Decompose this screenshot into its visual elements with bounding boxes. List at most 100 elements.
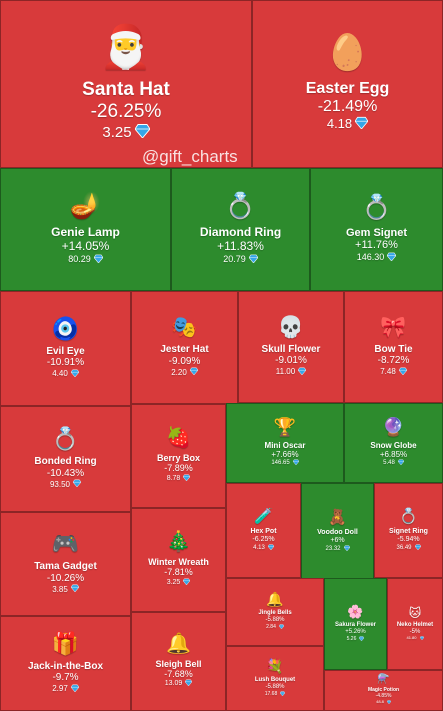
item-name: Mini Oscar <box>264 440 306 450</box>
item-name: Genie Lamp <box>51 225 120 240</box>
diamond-icon <box>134 123 151 142</box>
treemap-cell-berry-box[interactable]: 🍓 Berry Box -7.89% 8.78 <box>131 404 226 508</box>
item-change: -9.09% <box>168 355 201 367</box>
diamond-icon <box>70 584 80 594</box>
price-value: 17.68 <box>264 690 278 697</box>
treemap-cell-genie-lamp[interactable]: 🪔 Genie Lamp +14.05% 80.29 <box>0 168 171 291</box>
diamond-icon <box>72 479 82 489</box>
jingle-bells-icon: 🔔 <box>266 591 284 608</box>
diamond-icon <box>70 369 80 379</box>
item-price: 17.68 <box>265 691 286 699</box>
item-name: Diamond Ring <box>199 225 282 240</box>
treemap-cell-bonded-ring[interactable]: 💍 Bonded Ring -10.43% 93.50 <box>0 406 131 512</box>
item-change: -10.91% <box>46 357 85 369</box>
price-value: 13.09 <box>164 680 183 688</box>
treemap-cell-easter-egg[interactable]: 🥚 Easter Egg -21.49% 4.18 <box>252 0 443 168</box>
voodoo-doll-icon: 🧸 <box>328 509 347 526</box>
diamond-icon <box>359 635 365 644</box>
treemap-cell-sakura-flower[interactable]: 🌸 Sakura Flower +5.26% 5.26 <box>324 578 387 670</box>
item-price: 3.25 <box>167 578 191 588</box>
item-price: 93.50 <box>50 479 82 489</box>
treemap-cell-mini-oscar[interactable]: 🏆 Mini Oscar +7.66% 146.65 <box>226 403 344 483</box>
item-price: 2.97 <box>52 684 80 694</box>
item-name: Neko Helmet <box>396 621 434 628</box>
item-price: 5.48 <box>383 459 405 468</box>
treemap-cell-hex-pot[interactable]: 🧪 Hex Pot -6.25% 4.13 <box>226 483 301 578</box>
bow-tie-icon: 🎀 <box>380 315 407 339</box>
item-price: 4.40 <box>52 369 80 379</box>
price-value: 11.00 <box>275 367 296 377</box>
diamond-icon <box>278 624 285 632</box>
tama-gadget-icon: 🎮 <box>51 531 80 557</box>
item-name: Berry Box <box>156 453 201 464</box>
item-price: 20.79 <box>223 254 259 265</box>
gem-signet-icon: 💍 <box>361 193 392 221</box>
item-name: Jester Hat <box>160 344 209 356</box>
item-change: -7.89% <box>164 463 193 474</box>
diamond-icon <box>414 544 421 553</box>
price-value: 20.79 <box>223 254 246 265</box>
treemap-cell-tama-gadget[interactable]: 🎮 Tama Gadget -10.26% 3.85 <box>0 512 131 616</box>
item-change: -5.88% <box>265 617 285 624</box>
price-value: 4.13 <box>253 544 265 551</box>
item-price: 8.78 <box>167 474 191 484</box>
item-name: Snow Globe <box>370 440 417 450</box>
item-change: -7.68% <box>164 668 193 679</box>
item-change: +11.76% <box>355 239 398 252</box>
item-price: 4.13 <box>253 544 275 553</box>
santa-hat-icon: 🎅 <box>99 23 153 71</box>
neko-helmet-icon: 🐱 <box>408 605 422 620</box>
item-change: +5.26% <box>345 628 366 635</box>
item-change: +6% <box>330 537 345 545</box>
item-change: -5.88% <box>265 683 285 690</box>
winter-wreath-icon: 🎄 <box>166 531 191 554</box>
price-value: 146.65 <box>271 460 290 467</box>
diamond-icon <box>183 578 191 588</box>
item-name: Bow Tie <box>374 343 413 355</box>
item-name: Easter Egg <box>305 79 390 97</box>
item-price: 23.32 <box>325 545 350 554</box>
sakura-flower-icon: 🌸 <box>347 603 364 619</box>
treemap-cell-sleigh-bell[interactable]: 🔔 Sleigh Bell -7.68% 13.09 <box>131 612 226 711</box>
item-change: -10.43% <box>46 467 85 479</box>
treemap-cell-santa-hat[interactable]: 🎅 Santa Hat -26.25% 3.25 <box>0 0 252 168</box>
treemap-cell-lush-bouquet[interactable]: 💐 Lush Bouquet -5.88% 17.68 <box>226 646 324 711</box>
treemap-cell-evil-eye[interactable]: 🧿 Evil Eye -10.91% 4.40 <box>0 291 131 406</box>
treemap-cell-jingle-bells[interactable]: 🔔 Jingle Bells -5.88% 2.84 <box>226 578 324 646</box>
price-value: 80.29 <box>68 254 91 265</box>
treemap-cell-voodoo-doll[interactable]: 🧸 Voodoo Doll +6% 23.32 <box>301 483 374 581</box>
item-name: Jingle Bells <box>258 610 292 617</box>
berry-box-icon: 🍓 <box>166 427 191 450</box>
price-value: 23.32 <box>325 546 341 553</box>
item-price: 80.29 <box>68 254 104 265</box>
item-price: 4.18 <box>327 116 369 133</box>
item-change: -6.25% <box>252 535 275 543</box>
treemap-cell-jester-hat[interactable]: 🎭 Jester Hat -9.09% 2.20 <box>131 291 238 404</box>
treemap-cell-snow-globe[interactable]: 🔮 Snow Globe +6.85% 5.48 <box>344 403 443 483</box>
item-price: 146.30 <box>357 252 397 263</box>
item-change: -9.7% <box>52 672 79 684</box>
watermark: @gift_charts <box>142 147 238 166</box>
treemap-cell-diamond-ring[interactable]: 💍 Diamond Ring +11.83% 20.79 <box>171 168 310 291</box>
diamond-icon <box>93 254 104 265</box>
item-change: +11.83% <box>217 238 264 253</box>
price-value: 2.97 <box>52 684 68 694</box>
item-price: 11.00 <box>275 367 307 377</box>
treemap-cell-skull-flower[interactable]: 💀 Skull Flower -9.01% 11.00 <box>238 291 344 403</box>
price-value: 5.26 <box>346 635 357 642</box>
price-value: 3.25 <box>166 578 181 586</box>
treemap-cell-magic-potion[interactable]: ⚗️ Magic Potion -4.85% 48.8 <box>324 670 443 711</box>
treemap-cell-winter-wreath[interactable]: 🎄 Winter Wreath -7.81% 3.25 <box>131 508 226 612</box>
treemap-cell-bow-tie[interactable]: 🎀 Bow Tie -8.72% 7.48 <box>344 291 443 403</box>
treemap-cell-gem-signet[interactable]: 💍 Gem Signet +11.76% 146.30 <box>310 168 443 291</box>
diamond-icon <box>297 367 307 377</box>
item-price: 2.20 <box>171 367 199 377</box>
treemap-cell-jack-in-the-box[interactable]: 🎁 Jack-in-the-Box -9.7% 2.97 <box>0 616 131 711</box>
item-change: -21.49% <box>317 98 378 116</box>
price-value: 2.20 <box>171 367 187 377</box>
treemap-cell-signet-ring[interactable]: 💍 Signet Ring -5.94% 36.49 <box>374 483 443 578</box>
item-price: 3.25 <box>102 123 151 142</box>
diamond-icon <box>189 367 199 377</box>
treemap-cell-neko-helmet[interactable]: 🐱 Neko Helmet -5% 41.80 <box>387 578 443 670</box>
